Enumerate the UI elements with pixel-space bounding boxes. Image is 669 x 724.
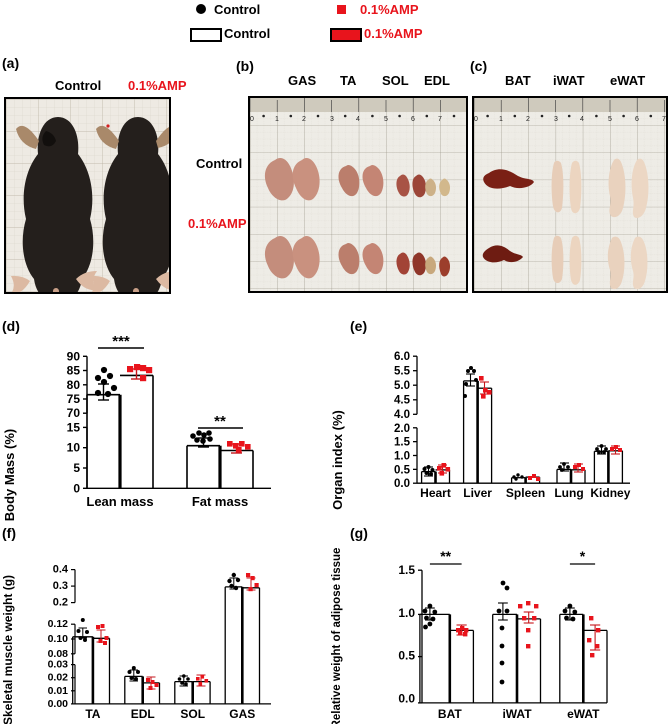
svg-text:3: 3 <box>554 116 558 123</box>
svg-text:0.5: 0.5 <box>398 649 415 663</box>
svg-text:5.0: 5.0 <box>394 380 410 392</box>
svg-text:15: 15 <box>67 420 81 434</box>
svg-text:5: 5 <box>73 461 80 475</box>
svg-text:1.0: 1.0 <box>394 451 410 463</box>
svg-text:Heart: Heart <box>420 486 451 500</box>
svg-text:0.3: 0.3 <box>53 580 68 592</box>
svg-text:70: 70 <box>67 406 81 420</box>
svg-text:6: 6 <box>635 116 639 123</box>
svg-text:0.03: 0.03 <box>48 659 69 671</box>
svg-text:6.0: 6.0 <box>394 351 410 363</box>
svg-text:Fat mass: Fat mass <box>192 494 248 509</box>
svg-text:90: 90 <box>67 349 81 363</box>
svg-text:80: 80 <box>67 378 81 392</box>
svg-text:6: 6 <box>411 116 415 123</box>
svg-text:SOL: SOL <box>180 707 205 721</box>
svg-text:10: 10 <box>67 441 81 455</box>
svg-text:*: * <box>580 548 586 564</box>
svg-text:1: 1 <box>499 116 503 123</box>
svg-text:Spleen: Spleen <box>506 486 545 500</box>
svg-text:4: 4 <box>580 116 584 123</box>
svg-text:4.0: 4.0 <box>394 409 410 421</box>
svg-text:4.5: 4.5 <box>394 395 411 407</box>
svg-text:0.01: 0.01 <box>48 685 69 697</box>
svg-text:2: 2 <box>526 116 530 123</box>
svg-text:Lean mass: Lean mass <box>86 494 153 509</box>
svg-text:7: 7 <box>662 116 666 123</box>
svg-text:0: 0 <box>73 481 80 495</box>
svg-text:5.5: 5.5 <box>394 366 411 378</box>
svg-text:0.12: 0.12 <box>48 618 69 630</box>
svg-text:3: 3 <box>330 116 334 123</box>
svg-text:1.5: 1.5 <box>394 437 411 449</box>
svg-text:2: 2 <box>302 116 306 123</box>
svg-text:0.0: 0.0 <box>398 691 415 705</box>
svg-text:**: ** <box>440 548 451 564</box>
svg-text:***: *** <box>112 333 130 350</box>
svg-text:Relative weight of adipose tis: Relative weight of adipose tissue <box>331 548 343 724</box>
svg-text:0.10: 0.10 <box>48 633 69 645</box>
svg-text:0.4: 0.4 <box>53 564 69 576</box>
svg-text:EDL: EDL <box>131 707 155 721</box>
svg-text:0: 0 <box>250 116 254 123</box>
svg-text:iWAT: iWAT <box>502 707 532 721</box>
svg-text:5: 5 <box>384 116 388 123</box>
svg-text:Skeletal muscle weight (g): Skeletal muscle weight (g) <box>1 575 15 724</box>
svg-text:0.0: 0.0 <box>394 478 410 490</box>
svg-text:0.5: 0.5 <box>394 464 411 476</box>
svg-text:75: 75 <box>67 392 81 406</box>
svg-text:Liver: Liver <box>463 486 492 500</box>
svg-text:1.0: 1.0 <box>398 606 415 620</box>
svg-text:Body Mass (%): Body Mass (%) <box>2 429 17 521</box>
svg-text:4: 4 <box>356 116 360 123</box>
svg-text:1: 1 <box>275 116 279 123</box>
svg-text:0.2: 0.2 <box>53 597 68 609</box>
svg-text:5: 5 <box>608 116 612 123</box>
svg-text:eWAT: eWAT <box>567 707 600 721</box>
svg-text:**: ** <box>214 413 226 430</box>
svg-text:0: 0 <box>474 116 478 123</box>
svg-text:TA: TA <box>85 707 100 721</box>
svg-text:85: 85 <box>67 364 81 378</box>
svg-text:2.0: 2.0 <box>394 423 410 435</box>
svg-text:GAS: GAS <box>229 707 255 721</box>
svg-text:0.02: 0.02 <box>48 672 69 684</box>
svg-text:7: 7 <box>438 116 442 123</box>
svg-text:1.5: 1.5 <box>398 563 415 577</box>
svg-text:0.00: 0.00 <box>48 698 69 710</box>
svg-text:Organ index (%): Organ index (%) <box>330 410 345 510</box>
svg-text:Lung: Lung <box>554 486 583 500</box>
svg-text:BAT: BAT <box>438 707 462 721</box>
svg-text:Kidney: Kidney <box>590 486 630 500</box>
